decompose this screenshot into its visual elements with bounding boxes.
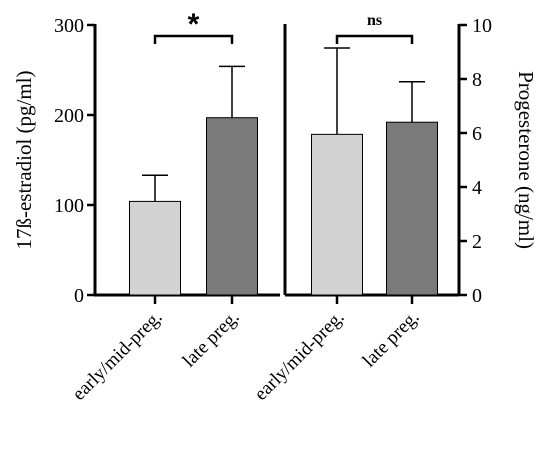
y-tick-label-0-1: 100: [54, 195, 84, 217]
y-tick-label-1-0: 0: [472, 285, 482, 307]
x-tick-label-0-0: early/mid-preg.: [68, 307, 166, 405]
significance-label-0: *: [188, 8, 200, 41]
x-tick-label-1-0: early/mid-preg.: [250, 307, 348, 405]
y-tick-label-0-0: 0: [74, 285, 84, 307]
bar-0-1: [206, 117, 258, 296]
right-y-axis-label: Progesterone (ng/ml): [514, 71, 538, 249]
x-tick-label-1-1: late preg.: [359, 307, 424, 372]
y-tick-label-1-3: 6: [472, 123, 482, 145]
significance-bracket-0: [153, 34, 234, 44]
y-tick-label-0-2: 200: [54, 105, 84, 127]
y-tick-label-1-5: 10: [472, 15, 492, 37]
y-tick-label-1-1: 2: [472, 231, 482, 253]
x-tick-label-0-1: late preg.: [179, 307, 244, 372]
bar-0-0: [129, 200, 181, 296]
bar-1-0: [311, 133, 363, 296]
y-tick-label-1-2: 4: [472, 177, 482, 199]
significance-bracket-1: [335, 34, 414, 44]
significance-label-1: ns: [367, 12, 382, 29]
left-y-axis-label: 17ß-estradiol (pg/ml): [12, 70, 36, 249]
y-tick-label-1-4: 8: [472, 69, 482, 91]
bar-1-1: [386, 121, 438, 296]
y-tick-label-0-3: 300: [54, 15, 84, 37]
